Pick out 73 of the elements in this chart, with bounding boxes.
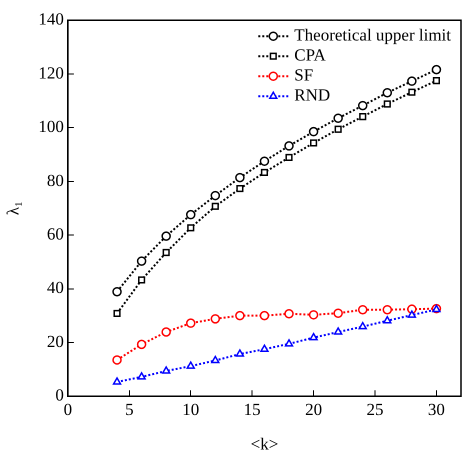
y-tick-label: 40 bbox=[46, 278, 64, 298]
legend-label: SF bbox=[294, 66, 314, 85]
point bbox=[186, 210, 196, 220]
point bbox=[260, 310, 270, 320]
point bbox=[358, 100, 368, 110]
point bbox=[112, 355, 122, 365]
point bbox=[187, 224, 194, 232]
point bbox=[334, 327, 342, 335]
point bbox=[382, 304, 392, 314]
y-tick-label: 120 bbox=[38, 63, 64, 82]
point bbox=[186, 318, 196, 328]
point bbox=[284, 309, 294, 318]
legend-label: RND bbox=[294, 86, 330, 105]
point bbox=[308, 310, 318, 320]
point bbox=[162, 366, 170, 374]
point bbox=[309, 332, 318, 340]
point bbox=[137, 372, 146, 380]
x-tick-label: 10 bbox=[182, 400, 200, 419]
point bbox=[310, 139, 318, 147]
point bbox=[358, 304, 368, 314]
point bbox=[284, 141, 294, 151]
x-axis-title: <k> bbox=[250, 434, 278, 454]
point bbox=[334, 126, 342, 133]
point bbox=[112, 286, 122, 296]
point bbox=[333, 113, 343, 123]
point bbox=[432, 77, 440, 84]
point bbox=[138, 276, 146, 284]
y-axis-title: λ₁ bbox=[4, 201, 23, 216]
point bbox=[186, 361, 195, 369]
point bbox=[260, 344, 269, 352]
point bbox=[359, 113, 366, 120]
y-tick-label: 60 bbox=[46, 224, 64, 244]
point bbox=[407, 76, 417, 86]
point bbox=[384, 100, 391, 108]
x-tick-label: 25 bbox=[366, 400, 384, 419]
point bbox=[212, 202, 219, 210]
point bbox=[136, 340, 146, 350]
point bbox=[358, 322, 367, 330]
x-tick-label: 20 bbox=[305, 400, 322, 419]
y-tick-label: 20 bbox=[46, 332, 64, 351]
point bbox=[136, 256, 146, 266]
point bbox=[285, 154, 293, 162]
point bbox=[112, 377, 122, 385]
y-tick-label: 140 bbox=[38, 10, 64, 29]
point bbox=[408, 310, 416, 318]
point bbox=[235, 310, 245, 320]
point bbox=[210, 314, 220, 324]
legend-label: CPA bbox=[294, 46, 327, 65]
point bbox=[382, 88, 392, 98]
y-tick-label: 0 bbox=[55, 386, 64, 405]
x-tick-label: 30 bbox=[428, 400, 445, 419]
point bbox=[113, 310, 121, 318]
point bbox=[236, 349, 244, 357]
x-tick-label: 5 bbox=[125, 400, 134, 419]
point bbox=[162, 248, 170, 256]
point bbox=[161, 231, 171, 241]
point bbox=[210, 190, 220, 200]
point bbox=[308, 126, 318, 136]
point bbox=[236, 185, 244, 192]
point bbox=[260, 156, 270, 166]
point bbox=[161, 327, 171, 337]
y-tick-label: 100 bbox=[38, 117, 64, 136]
point bbox=[408, 88, 416, 96]
point bbox=[333, 308, 343, 318]
point bbox=[432, 64, 442, 74]
point bbox=[284, 339, 294, 347]
legend-label: Theoretical upper limit bbox=[294, 26, 452, 45]
y-tick-label: 80 bbox=[46, 170, 64, 190]
point bbox=[260, 168, 268, 176]
point bbox=[235, 172, 245, 182]
point bbox=[211, 356, 220, 364]
point bbox=[383, 316, 392, 324]
x-tick-label: 15 bbox=[244, 400, 261, 419]
